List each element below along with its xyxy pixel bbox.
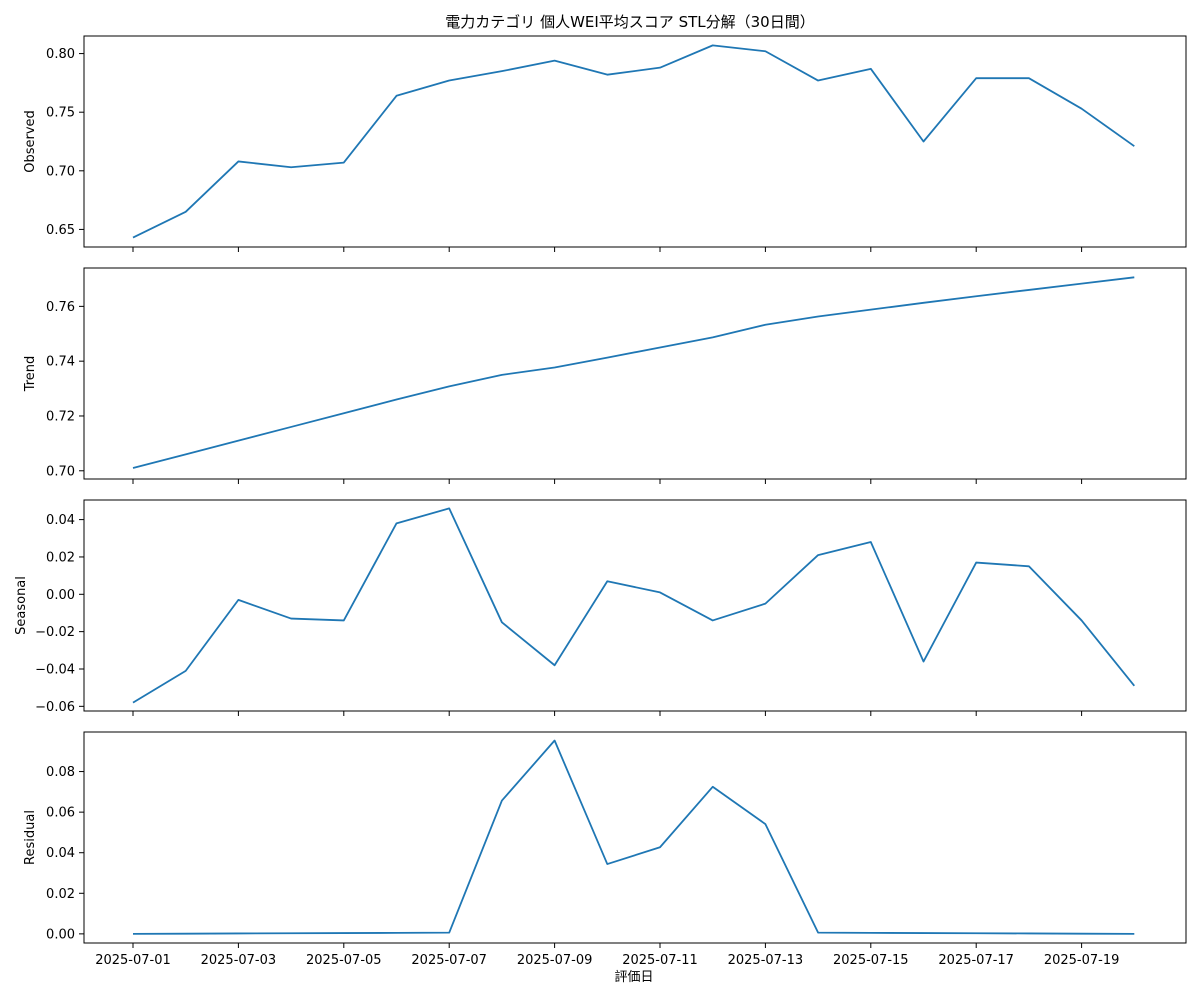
y-tick-label: 0.72 — [46, 409, 75, 424]
y-tick-label: 0.08 — [46, 765, 75, 780]
y-tick-label: 0.70 — [46, 164, 75, 179]
y-tick-label: 0.00 — [46, 588, 75, 603]
y-tick-label: 0.04 — [46, 846, 75, 861]
x-tick-label: 2025-07-07 — [411, 953, 487, 968]
chart-title: 電力カテゴリ 個人WEI平均スコア STL分解（30日間） — [445, 13, 814, 31]
y-tick-label: 0.04 — [46, 513, 75, 528]
x-tick-label: 2025-07-19 — [1044, 953, 1120, 968]
panel-seasonal: −0.06 −0.04 −0.02 0.00 0.02 0.04 Seasonal — [14, 499, 1187, 716]
y-axis-label: Residual — [23, 810, 38, 865]
x-tick-label: 2025-07-17 — [938, 953, 1014, 968]
x-tick-label: 2025-07-09 — [517, 953, 593, 968]
series-line-trend — [132, 276, 1135, 469]
series-line-seasonal — [132, 507, 1136, 704]
y-tick-label: 0.76 — [46, 300, 75, 315]
y-tick-label: −0.06 — [35, 700, 75, 715]
panel-frame — [83, 267, 1187, 480]
panel-frame — [83, 499, 1187, 712]
y-axis-label: Seasonal — [14, 576, 29, 635]
y-tick-label: 0.00 — [46, 927, 75, 942]
y-axis-label: Observed — [23, 110, 38, 173]
x-tick-label: 2025-07-03 — [201, 953, 277, 968]
x-tick-label: 2025-07-11 — [622, 953, 698, 968]
y-tick-label: 0.74 — [46, 355, 75, 370]
x-axis-label: 評価日 — [614, 970, 653, 985]
x-tick-label: 2025-07-13 — [728, 953, 804, 968]
panel-trend: 0.70 0.72 0.74 0.76 Trend — [23, 267, 1187, 484]
panel-observed: 0.65 0.70 0.75 0.80 Observed — [23, 35, 1187, 252]
y-tick-label: 0.02 — [46, 887, 75, 902]
series-line-residual — [132, 739, 1135, 935]
panel-frame — [83, 731, 1187, 944]
y-tick-label: 0.65 — [46, 223, 75, 238]
y-axis-label: Trend — [23, 356, 38, 393]
y-tick-label: 0.80 — [46, 47, 75, 62]
y-tick-label: −0.02 — [35, 625, 75, 640]
y-tick-label: 0.02 — [46, 550, 75, 565]
x-tick-label: 2025-07-15 — [833, 953, 909, 968]
y-tick-label: 0.75 — [46, 106, 75, 121]
y-tick-label: 0.70 — [46, 464, 75, 479]
x-tick-label: 2025-07-01 — [95, 953, 171, 968]
panel-frame — [83, 35, 1187, 248]
panel-residual: 0.00 0.02 0.04 0.06 0.08 Residual 2025-07-01 20… — [23, 731, 1187, 968]
y-tick-label: −0.04 — [35, 662, 75, 677]
x-tick-label: 2025-07-05 — [306, 953, 382, 968]
series-line-observed — [132, 44, 1135, 239]
y-tick-label: 0.06 — [46, 806, 75, 821]
